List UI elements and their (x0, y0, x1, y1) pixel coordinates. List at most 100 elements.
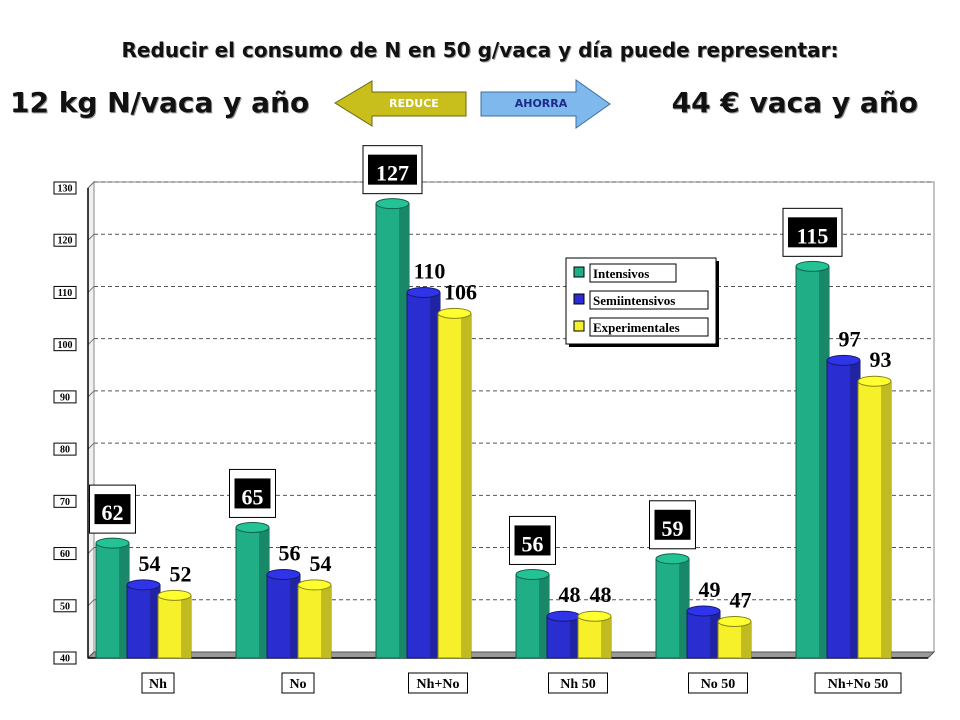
x-tick-label: Nh 50 (560, 677, 595, 692)
bar-shade (399, 203, 409, 658)
x-tick-label: No (289, 677, 306, 692)
bar-shade (710, 611, 720, 658)
bar-top (375, 198, 410, 210)
y-tick-label: 90 (60, 392, 70, 403)
y-tick-box (53, 599, 77, 613)
legend-swatch (573, 266, 585, 278)
y-tick-box (53, 233, 77, 247)
value-label: 59 (662, 516, 684, 541)
bar-shade (150, 584, 160, 658)
reduce-label: REDUCE (389, 97, 439, 110)
y-tick-label: 50 (60, 601, 70, 612)
bar-top (795, 260, 830, 272)
value-label: 93 (870, 347, 892, 372)
bar-top (266, 568, 301, 580)
x-tick-label: No 50 (701, 677, 736, 692)
value-label: 62 (102, 500, 124, 525)
x-tick-label: Nh+No 50 (828, 677, 888, 692)
bar-top (546, 610, 581, 622)
y-tick-label: 110 (58, 288, 72, 299)
value-label: 56 (279, 540, 301, 565)
y-tick-box (53, 285, 77, 299)
bar-top (857, 375, 892, 387)
y-tick-label: 130 (58, 184, 73, 195)
bar-shade (850, 360, 860, 658)
bar-top (437, 307, 472, 319)
bar-top (515, 568, 550, 580)
bar-top (157, 589, 192, 601)
bar-top (126, 579, 161, 591)
value-label: 110 (414, 258, 446, 283)
y-tick-box (53, 390, 77, 404)
bar-top (655, 553, 690, 565)
gridline-side (87, 390, 95, 398)
gridline-side (87, 338, 95, 346)
value-label-bg (514, 525, 551, 556)
value-label-bg (94, 494, 131, 525)
value-label: 52 (170, 561, 192, 586)
value-label: 47 (730, 587, 752, 612)
legend-swatch (573, 320, 585, 332)
legend-label-box (589, 317, 709, 337)
x-tick-box (548, 672, 608, 694)
y-tick-label: 100 (58, 340, 73, 351)
y-tick-label: 70 (60, 497, 70, 508)
bar-shade (601, 616, 611, 658)
chart-side-wall (87, 180, 95, 660)
bar-shade (181, 595, 191, 658)
legend-label-box (589, 263, 677, 283)
value-label: 56 (522, 531, 544, 556)
value-label-bg (788, 217, 837, 248)
y-tick-label: 80 (60, 445, 70, 456)
bar-top (686, 605, 721, 617)
y-tick-box (53, 651, 77, 665)
bar-top (95, 537, 130, 549)
reduce-arrow (334, 80, 467, 127)
bar-shade (430, 292, 440, 658)
bar-shade (741, 621, 751, 658)
y-tick-box (53, 547, 77, 561)
y-tick-box (53, 181, 77, 195)
y-tick-box (53, 338, 77, 352)
value-label: 65 (242, 484, 264, 509)
x-tick-box (688, 672, 748, 694)
value-label: 97 (839, 326, 861, 351)
x-tick-box (408, 672, 468, 694)
bar-shade (570, 616, 580, 658)
value-label-bg (234, 478, 271, 509)
bar-shade (881, 381, 891, 658)
gridline-side (87, 286, 95, 293)
x-tick-box (814, 672, 902, 694)
value-label: 54 (139, 551, 161, 576)
x-tick-box (281, 672, 315, 694)
bar-top (297, 579, 332, 591)
bar-shade (819, 266, 829, 658)
bar-top (826, 354, 861, 366)
legend-swatch (573, 293, 585, 305)
gridline-side (87, 442, 95, 450)
y-tick-label: 40 (60, 654, 70, 665)
bar-top (717, 615, 752, 627)
x-tick-label: Nh (149, 677, 167, 692)
gridline-side (87, 599, 95, 607)
bar-shade (290, 574, 300, 658)
legend-label: Intensivos (593, 266, 649, 281)
ahorra-label: AHORRA (515, 97, 568, 110)
y-tick-box (53, 442, 77, 456)
value-label: 127 (376, 161, 409, 186)
x-tick-box (141, 672, 175, 694)
bar-shade (679, 558, 689, 658)
headline: Reducir el consumo de N en 50 g/vaca y d… (121, 38, 839, 62)
gridline-side (87, 233, 95, 241)
legend-label: Semiintensivos (593, 293, 675, 308)
ahorra-arrow (480, 79, 611, 129)
y-tick-box (53, 494, 77, 508)
value-label: 54 (310, 551, 332, 576)
bar-top (235, 521, 270, 533)
value-label: 115 (797, 223, 829, 248)
bar-top (406, 286, 441, 298)
bar-top (577, 610, 612, 622)
bar-shade (461, 313, 471, 658)
value-label: 49 (699, 577, 721, 602)
